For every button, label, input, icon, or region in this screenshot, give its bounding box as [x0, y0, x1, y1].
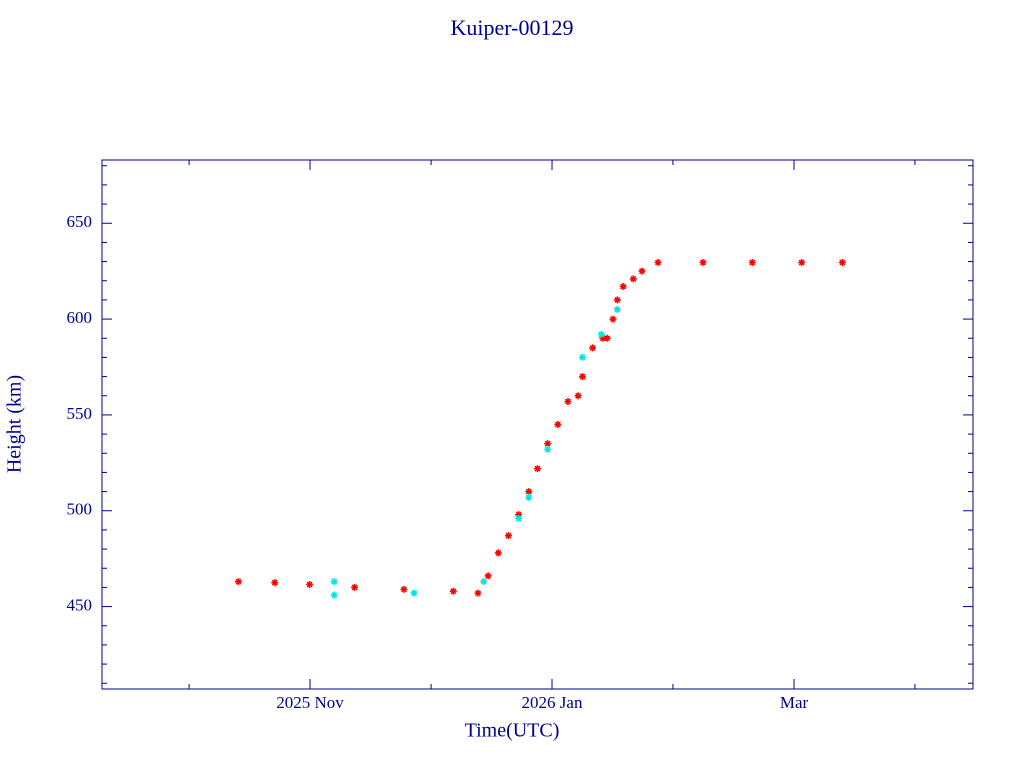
data-point [351, 583, 359, 591]
y-tick-label: 450 [67, 595, 93, 614]
plot-frame [101, 159, 974, 690]
data-point [449, 587, 457, 595]
data-point [484, 572, 492, 580]
data-point [574, 392, 582, 400]
data-point [579, 353, 587, 361]
y-axis-label: Height (km) [4, 375, 26, 473]
data-point [564, 398, 572, 405]
data-point [599, 334, 607, 342]
data-point [515, 514, 523, 522]
data-point [629, 275, 637, 283]
data-point [838, 259, 846, 267]
data-point [515, 511, 523, 519]
x-tick-label: Mar [780, 693, 809, 712]
data-point [798, 259, 806, 267]
data-point [544, 440, 552, 448]
data-point [544, 445, 552, 453]
x-tick-label: 2025 Nov [276, 693, 344, 712]
data-point [271, 579, 279, 587]
data-point [474, 589, 482, 597]
y-tick-label: 550 [67, 404, 93, 423]
data-point [480, 578, 488, 586]
data-point [609, 315, 617, 323]
data-point [613, 306, 621, 313]
data-point [534, 465, 541, 473]
data-point [654, 259, 662, 267]
data-point [579, 373, 587, 381]
data-point [330, 578, 338, 586]
data-point [699, 259, 707, 267]
data-point [234, 578, 242, 586]
data-point [554, 421, 562, 428]
data-point [748, 259, 756, 267]
data-point [400, 585, 408, 593]
x-tick-label: 2026 Jan [522, 693, 583, 712]
y-tick-label: 600 [67, 308, 93, 327]
data-point [525, 488, 533, 496]
data-point [525, 493, 533, 501]
data-point [597, 330, 605, 338]
data-point [504, 532, 512, 540]
data-point [613, 296, 621, 304]
data-point [330, 591, 338, 599]
data-point [603, 334, 611, 342]
data-point [619, 283, 627, 290]
y-tick-label: 650 [67, 212, 93, 231]
data-point [589, 344, 597, 352]
chart-title: Kuiper-00129 [451, 15, 574, 40]
data-point [494, 549, 502, 557]
x-axis-label: Time(UTC) [465, 720, 560, 742]
data-point [410, 589, 418, 597]
data-point [638, 267, 646, 275]
y-tick-label: 500 [67, 500, 93, 519]
data-point [306, 581, 314, 589]
